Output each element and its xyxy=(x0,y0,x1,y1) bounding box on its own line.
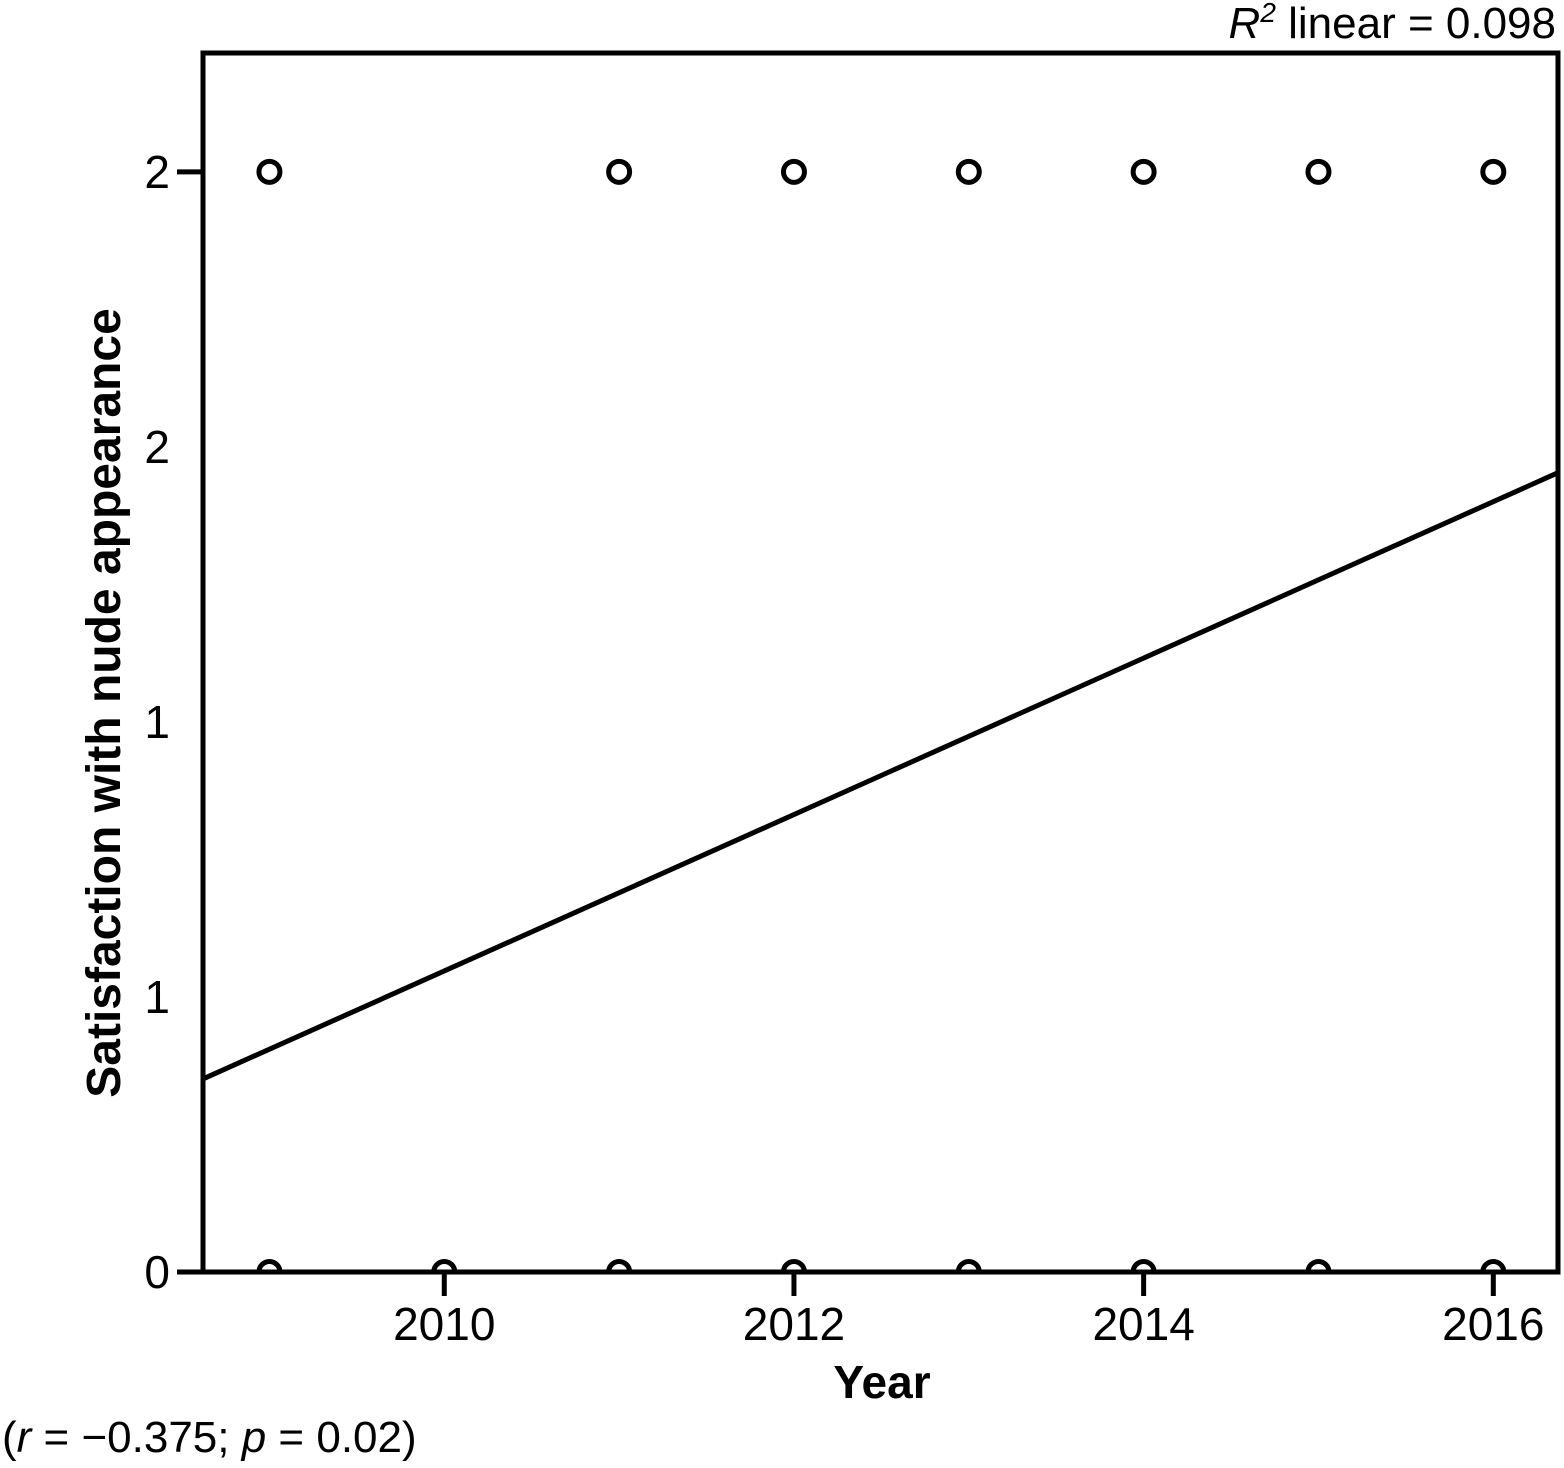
x-tick-label: 2010 xyxy=(393,1298,495,1350)
data-point-circle xyxy=(256,158,283,185)
r-squared-value: linear = 0.098 xyxy=(1276,0,1556,48)
footnote-p-value: = 0.02) xyxy=(266,1413,416,1462)
x-tick-label: 2012 xyxy=(743,1298,845,1350)
data-point-circle xyxy=(780,158,807,185)
data-point-circle xyxy=(955,158,982,185)
data-point-circle xyxy=(1480,1259,1507,1272)
statistics-footnote: (r = −0.375; p = 0.02) xyxy=(2,1413,417,1462)
y-tick-label: 1 xyxy=(144,696,170,748)
data-point-circle xyxy=(606,158,633,185)
fit-line-group xyxy=(201,470,1560,1082)
data-point-circle xyxy=(431,1259,458,1272)
data-point-circle xyxy=(1130,1259,1157,1272)
data-point-circle xyxy=(780,1259,807,1272)
data-point-circle xyxy=(1305,1259,1332,1272)
x-tick-label: 2016 xyxy=(1442,1298,1544,1350)
r-squared-symbol: R xyxy=(1229,0,1261,48)
footnote-r-value: = −0.375; xyxy=(31,1413,241,1462)
data-point-circle xyxy=(955,1259,982,1272)
footnote-r-symbol: r xyxy=(17,1413,34,1462)
x-axis-title: Year xyxy=(833,1356,930,1408)
regression-fit-line xyxy=(201,470,1560,1082)
y-tick-label: 0 xyxy=(144,1246,170,1298)
data-point-circle xyxy=(1305,158,1332,185)
y-tick-label: 2 xyxy=(144,146,170,198)
data-point-circle xyxy=(1130,158,1157,185)
footnote-p-symbol: p xyxy=(240,1413,266,1462)
plot-border xyxy=(200,50,1561,1275)
axis-ticks-group: 2010 2012 2014 2016 2 2 1 1 0 xyxy=(144,146,1544,1350)
footnote-open-paren: ( xyxy=(2,1413,17,1462)
y-tick-label: 1 xyxy=(144,971,170,1023)
data-point-circle xyxy=(606,1259,633,1272)
r-squared-annotation: R2 linear = 0.098 xyxy=(1229,0,1556,48)
y-tick-label: 2 xyxy=(144,421,170,473)
r-squared-exponent: 2 xyxy=(1259,0,1276,28)
data-point-circle xyxy=(1480,158,1507,185)
data-points-group xyxy=(256,158,1507,1272)
data-point-circle xyxy=(256,1259,283,1272)
y-axis-title: Satisfaction with nude appearance xyxy=(78,308,131,1098)
x-tick-label: 2014 xyxy=(1092,1298,1194,1350)
